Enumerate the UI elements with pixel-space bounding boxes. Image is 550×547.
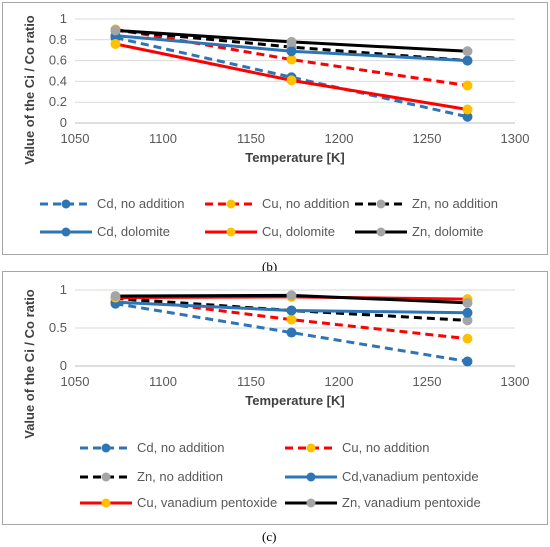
series-line [115, 302, 468, 363]
data-point [462, 104, 473, 115]
legend-label: Cu, dolomite [262, 224, 335, 239]
x-tick-label: 1100 [149, 131, 177, 146]
y-axis-title: Value of the Ci / Co ratio [22, 15, 37, 165]
legend-marker [306, 472, 316, 482]
data-point [286, 314, 297, 325]
series-line [115, 36, 468, 119]
data-point [110, 25, 121, 36]
legend-marker [306, 443, 316, 453]
y-tick-label: 0.6 [49, 53, 67, 68]
legend-marker [376, 227, 386, 237]
legend-label: Cd, dolomite [97, 224, 170, 239]
legend-marker [306, 498, 316, 508]
data-point [110, 38, 121, 49]
y-tick-label: 0.2 [49, 94, 67, 109]
legend-label: Cd, no addition [137, 440, 224, 455]
x-axis-title: Temperature [K] [245, 393, 344, 408]
data-point [462, 356, 473, 367]
legend-label: Zn, dolomite [412, 224, 484, 239]
legend-marker [376, 199, 386, 209]
data-point [286, 75, 297, 86]
caption-b: (b) [262, 259, 278, 274]
x-tick-label: 1300 [501, 374, 530, 389]
legend-label: Cu, no addition [262, 196, 349, 211]
legend-label: Zn, vanadium pentoxide [342, 495, 481, 510]
caption-c: (c) [262, 529, 277, 544]
data-point [286, 290, 297, 301]
data-point [286, 327, 297, 338]
y-tick-label: 0 [60, 115, 67, 130]
legend-label: Zn, no addition [412, 196, 498, 211]
y-tick-label: 0.5 [49, 320, 67, 335]
legend-label: Cu, no addition [342, 440, 429, 455]
data-point [462, 333, 473, 344]
legend-marker [101, 498, 111, 508]
legend-label: Cd,vanadium pentoxide [342, 469, 479, 484]
y-axis-title: Value of the Ci / Co ratio [22, 289, 37, 439]
y-tick-label: 0.8 [49, 32, 67, 47]
y-tick-label: 0 [60, 358, 67, 373]
y-tick-label: 1 [60, 11, 67, 26]
data-point [110, 291, 121, 302]
data-point [286, 305, 297, 316]
data-point [462, 307, 473, 318]
x-tick-label: 1050 [61, 374, 90, 389]
legend-marker [226, 199, 236, 209]
x-tick-label: 1150 [237, 374, 265, 389]
y-tick-label: 1 [60, 282, 67, 297]
x-tick-label: 1100 [149, 374, 177, 389]
y-tick-label: 0.4 [49, 73, 67, 88]
data-point [286, 36, 297, 47]
legend-label: Cd, no addition [97, 196, 184, 211]
x-tick-label: 1150 [237, 131, 265, 146]
data-point [462, 80, 473, 91]
x-tick-label: 1300 [501, 131, 530, 146]
legend-marker [61, 227, 71, 237]
x-tick-label: 1250 [413, 374, 442, 389]
legend-marker [61, 199, 71, 209]
data-point [462, 297, 473, 308]
x-tick-label: 1250 [413, 131, 442, 146]
data-point [462, 46, 473, 57]
legend-marker [101, 443, 111, 453]
legend-marker [101, 472, 111, 482]
x-tick-label: 1200 [325, 374, 354, 389]
x-axis-title: Temperature [K] [245, 150, 344, 165]
legend-label: Zn, no addition [137, 469, 223, 484]
x-tick-label: 1050 [61, 131, 90, 146]
x-tick-label: 1200 [325, 131, 354, 146]
legend-label: Cu, vanadium pentoxide [137, 495, 277, 510]
legend-marker [226, 227, 236, 237]
